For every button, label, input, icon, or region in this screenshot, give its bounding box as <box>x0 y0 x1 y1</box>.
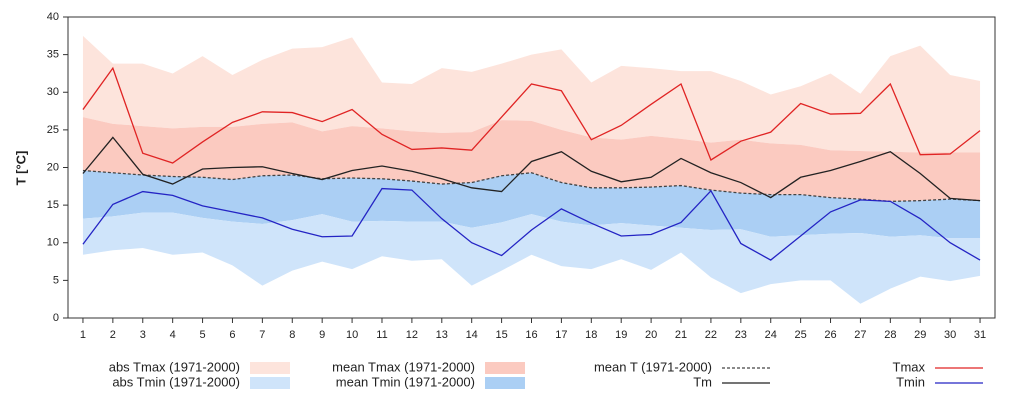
x-tick-label: 11 <box>376 329 387 341</box>
x-tick-label: 21 <box>675 329 687 341</box>
x-tick-label: 16 <box>525 329 537 341</box>
series-line <box>82 187 981 261</box>
x-tick-label: 1 <box>80 329 86 341</box>
x-tick-label: 20 <box>645 329 657 341</box>
legend-swatch <box>250 362 290 374</box>
legend-swatch <box>250 377 290 389</box>
x-tick-label: 6 <box>229 329 235 341</box>
x-tick-label: 3 <box>140 329 146 341</box>
band <box>82 35 981 153</box>
x-tick-label: 13 <box>436 329 448 341</box>
x-tick-label: 23 <box>735 329 747 341</box>
y-tick-label: 0 <box>53 312 59 324</box>
x-tick-label: 18 <box>585 329 597 341</box>
x-tick-label: 2 <box>110 329 116 341</box>
x-tick-label: 12 <box>406 329 418 341</box>
x-tick-label: 30 <box>944 329 956 341</box>
legend-label: Tmin <box>896 374 925 389</box>
x-tick-label: 31 <box>974 329 986 341</box>
y-tick-label: 25 <box>47 124 59 136</box>
legend-label: abs Tmin (1971-2000) <box>112 374 240 389</box>
y-tick-label: 15 <box>47 199 59 211</box>
legend-label: Tmax <box>893 359 926 374</box>
legend-label: mean T (1971-2000) <box>594 359 712 374</box>
x-tick-label: 25 <box>795 329 807 341</box>
x-tick-label: 24 <box>765 329 777 341</box>
x-tick-label: 22 <box>705 329 717 341</box>
y-axis-label: T [°C] <box>13 151 28 186</box>
x-tick-label: 7 <box>259 329 265 341</box>
legend-label: mean Tmin (1971-2000) <box>336 374 475 389</box>
x-tick-label: 27 <box>854 329 866 341</box>
legend-swatch <box>485 362 525 374</box>
x-tick-label: 4 <box>170 329 176 341</box>
band <box>82 212 981 304</box>
x-tick-label: 10 <box>346 329 358 341</box>
series-line <box>82 136 981 202</box>
band <box>82 170 981 239</box>
legend-label: mean Tmax (1971-2000) <box>332 359 475 374</box>
y-tick-label: 30 <box>47 86 59 98</box>
x-tick-label: 17 <box>555 329 567 341</box>
x-tick-label: 19 <box>615 329 627 341</box>
x-tick-label: 8 <box>289 329 295 341</box>
x-tick-label: 29 <box>914 329 926 341</box>
legend-label: abs Tmax (1971-2000) <box>109 359 240 374</box>
band <box>82 117 981 202</box>
y-tick-label: 35 <box>47 49 59 61</box>
legend-swatch <box>485 377 525 389</box>
x-tick-label: 9 <box>319 329 325 341</box>
series-line <box>82 66 981 164</box>
y-tick-label: 20 <box>47 161 59 173</box>
x-tick-label: 15 <box>495 329 507 341</box>
y-tick-label: 40 <box>47 11 59 23</box>
y-tick-label: 5 <box>53 274 59 286</box>
x-tick-label: 14 <box>466 329 478 341</box>
x-tick-label: 26 <box>824 329 836 341</box>
legend-label: Tm <box>693 374 712 389</box>
x-tick-label: 28 <box>884 329 896 341</box>
y-tick-label: 10 <box>47 237 59 249</box>
x-tick-label: 5 <box>200 329 206 341</box>
series-line <box>82 169 981 203</box>
